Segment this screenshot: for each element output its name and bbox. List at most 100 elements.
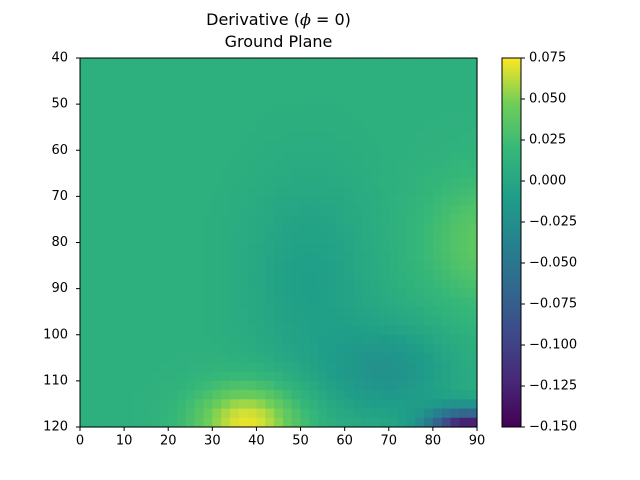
heatmap-cell <box>309 67 319 78</box>
heatmap-cell <box>415 168 425 179</box>
heatmap-cell <box>274 334 284 345</box>
heatmap-cell <box>327 260 337 271</box>
heatmap-cell <box>203 288 213 299</box>
heatmap-cell <box>450 362 460 373</box>
heatmap-cell <box>229 316 240 327</box>
heatmap-cell <box>203 85 213 96</box>
heatmap-cell <box>318 58 328 68</box>
heatmap-cell <box>274 85 284 96</box>
heatmap-cell <box>406 205 416 216</box>
heatmap-cell <box>335 399 346 410</box>
heatmap-cell <box>132 279 143 290</box>
heatmap-cell <box>194 251 205 262</box>
heatmap-cell <box>415 233 425 244</box>
heatmap-cell <box>168 334 178 345</box>
heatmap-cell <box>203 141 213 151</box>
heatmap-cell <box>274 94 284 105</box>
heatmap-cell <box>327 141 337 151</box>
heatmap-cell <box>450 233 460 244</box>
heatmap-cell <box>194 159 205 170</box>
heatmap-cell <box>124 214 134 225</box>
heatmap-cell <box>132 85 143 96</box>
heatmap-cell <box>282 177 293 188</box>
heatmap-cell <box>247 325 258 336</box>
heatmap-cell <box>159 371 169 382</box>
heatmap-cell <box>371 224 381 234</box>
heatmap-cell <box>397 85 408 96</box>
heatmap-cell <box>168 205 178 216</box>
heatmap-cell <box>106 408 116 419</box>
heatmap-cell <box>291 177 302 188</box>
heatmap-cell <box>265 297 275 308</box>
heatmap-cell <box>141 353 152 364</box>
heatmap-cell <box>468 334 478 345</box>
heatmap-cell <box>212 205 222 216</box>
heatmap-cell <box>274 325 284 336</box>
heatmap-cell <box>194 168 205 179</box>
heatmap-cell <box>424 297 434 308</box>
heatmap-cell <box>388 58 399 68</box>
heatmap-cell <box>177 242 187 253</box>
heatmap-cell <box>256 380 266 391</box>
heatmap-cell <box>124 380 134 391</box>
heatmap-cell <box>177 316 187 327</box>
heatmap-cell <box>177 122 187 133</box>
heatmap-cell <box>424 214 434 225</box>
heatmap-cell <box>247 187 258 197</box>
chart-subtitle: Ground Plane <box>224 32 333 51</box>
heatmap-cell <box>106 316 116 327</box>
heatmap-cell <box>344 307 355 317</box>
heatmap-cell <box>106 58 116 68</box>
heatmap-cell <box>415 205 425 216</box>
heatmap-cell <box>159 242 169 253</box>
heatmap-cell <box>406 187 416 197</box>
heatmap-cell <box>212 417 222 428</box>
heatmap-cell <box>124 113 134 124</box>
chart-title: Derivative (ϕ = 0) <box>80 9 477 31</box>
heatmap-cell <box>282 187 293 197</box>
heatmap-cell <box>212 260 222 271</box>
heatmap-cell <box>362 353 372 364</box>
heatmap-cell <box>424 159 434 170</box>
heatmap-cell <box>327 94 337 105</box>
heatmap-cell <box>229 334 240 345</box>
colorbar-tick-label: −0.050 <box>529 256 577 271</box>
heatmap-cell <box>335 150 346 161</box>
heatmap-cell <box>309 94 319 105</box>
heatmap-cell <box>212 214 222 225</box>
heatmap-cell <box>432 214 443 225</box>
heatmap-cell <box>256 343 266 354</box>
heatmap-cell <box>150 67 160 78</box>
heatmap-cell <box>388 371 399 382</box>
heatmap-cell <box>194 242 205 253</box>
heatmap-cell <box>150 187 160 197</box>
heatmap-cell <box>344 325 355 336</box>
heatmap-cell <box>238 214 249 225</box>
heatmap-cell <box>353 122 363 133</box>
heatmap-cell <box>221 408 231 419</box>
heatmap-cell <box>141 242 152 253</box>
heatmap-cell <box>309 242 319 253</box>
heatmap-cell <box>124 371 134 382</box>
heatmap-cell <box>309 334 319 345</box>
heatmap-cell <box>344 177 355 188</box>
heatmap-cell <box>344 214 355 225</box>
heatmap-cell <box>344 316 355 327</box>
heatmap-cell <box>415 131 425 142</box>
heatmap-cell <box>450 343 460 354</box>
heatmap-cell <box>88 390 99 400</box>
heatmap-cell <box>309 150 319 161</box>
heatmap-cell <box>229 380 240 391</box>
heatmap-cell <box>88 177 99 188</box>
heatmap-cell <box>309 196 319 207</box>
heatmap-cell <box>221 334 231 345</box>
heatmap-cell <box>88 288 99 299</box>
heatmap-cell <box>441 343 452 354</box>
heatmap-cell <box>88 67 99 78</box>
heatmap-cell <box>371 362 381 373</box>
heatmap-cell <box>212 380 222 391</box>
y-tick-label: 70 <box>51 189 68 204</box>
heatmap-cell <box>177 141 187 151</box>
heatmap-cell <box>388 279 399 290</box>
heatmap-cell <box>282 417 293 428</box>
